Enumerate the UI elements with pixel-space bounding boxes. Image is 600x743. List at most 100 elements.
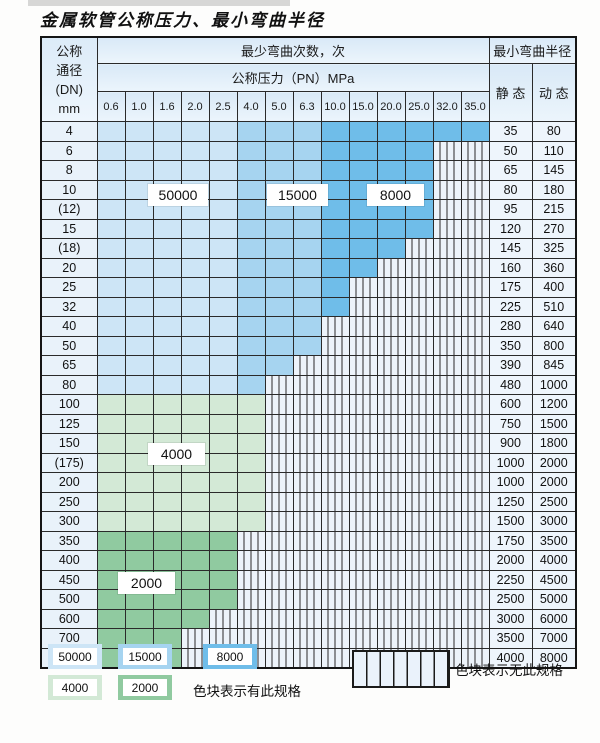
table-row: 25 175 400 bbox=[40, 277, 577, 298]
spec-available-cell bbox=[180, 491, 210, 512]
spec-available-cell bbox=[376, 160, 406, 181]
spec-available-cell bbox=[124, 218, 154, 239]
spec-unavailable-cell bbox=[376, 335, 406, 356]
spec-available-cell bbox=[236, 413, 266, 434]
spec-unavailable-cell bbox=[348, 491, 378, 512]
spec-unavailable-cell bbox=[236, 589, 266, 610]
pn-value: 1.0 bbox=[124, 91, 154, 122]
spec-available-cell bbox=[96, 589, 126, 610]
dynamic-radius-cell: 7000 bbox=[531, 628, 577, 649]
spec-available-cell bbox=[404, 160, 434, 181]
spec-unavailable-cell bbox=[432, 589, 462, 610]
spec-available-cell bbox=[348, 160, 378, 181]
spec-unavailable-cell bbox=[432, 491, 462, 512]
spec-unavailable-cell bbox=[460, 472, 490, 493]
spec-available-cell bbox=[208, 238, 238, 259]
spec-unavailable-cell bbox=[460, 179, 490, 200]
dn-header-line: mm bbox=[58, 100, 81, 116]
table-row: 600 3000 6000 bbox=[40, 608, 577, 629]
spec-available-cell bbox=[180, 569, 210, 590]
dynamic-radius-cell: 325 bbox=[531, 238, 577, 259]
pn-header: 公称压力（PN）MPa bbox=[96, 63, 490, 92]
spec-available-cell bbox=[96, 355, 126, 376]
dynamic-radius-cell: 1000 bbox=[531, 374, 577, 395]
spec-unavailable-cell bbox=[432, 394, 462, 415]
spec-available-cell bbox=[264, 218, 294, 239]
spec-available-cell bbox=[404, 218, 434, 239]
spec-unavailable-cell bbox=[292, 511, 322, 532]
spec-available-cell bbox=[180, 257, 210, 278]
spec-available-cell bbox=[124, 335, 154, 356]
spec-unavailable-cell bbox=[292, 530, 322, 551]
spec-available-cell bbox=[208, 355, 238, 376]
dn-cell: 50 bbox=[40, 335, 98, 356]
spec-available-cell bbox=[236, 277, 266, 298]
spec-available-cell bbox=[96, 530, 126, 551]
legend-no-spec-swatch bbox=[352, 650, 450, 688]
spec-available-cell bbox=[96, 218, 126, 239]
dynamic-radius-cell: 3000 bbox=[531, 511, 577, 532]
spec-available-cell bbox=[152, 238, 182, 259]
dynamic-radius-cell: 845 bbox=[531, 355, 577, 376]
spec-available-cell bbox=[292, 238, 322, 259]
spec-available-cell bbox=[180, 374, 210, 395]
table-row: 32 225 510 bbox=[40, 296, 577, 317]
static-radius-cell: 390 bbox=[488, 355, 533, 376]
spec-available-cell bbox=[180, 277, 210, 298]
spec-available-cell bbox=[264, 140, 294, 161]
dn-cell: 350 bbox=[40, 530, 98, 551]
spec-available-cell bbox=[96, 452, 126, 473]
spec-available-cell bbox=[124, 140, 154, 161]
spec-unavailable-cell bbox=[320, 569, 350, 590]
spec-available-cell bbox=[264, 316, 294, 337]
spec-unavailable-cell bbox=[208, 608, 238, 629]
spec-available-cell bbox=[96, 316, 126, 337]
spec-available-cell bbox=[236, 335, 266, 356]
spec-unavailable-cell bbox=[264, 628, 294, 649]
spec-unavailable-cell bbox=[432, 550, 462, 571]
spec-unavailable-cell bbox=[320, 316, 350, 337]
pn-values-row: 0.6 1.0 1.6 2.0 2.5 4.0 5.0 6.3 10.0 15.0 20.0 25.0… bbox=[41, 91, 576, 122]
spec-available-cell bbox=[180, 550, 210, 571]
spec-available-cell bbox=[404, 140, 434, 161]
spec-unavailable-cell bbox=[432, 238, 462, 259]
spec-unavailable-cell bbox=[180, 628, 210, 649]
spec-unavailable-cell bbox=[460, 257, 490, 278]
spec-available-cell bbox=[208, 179, 238, 200]
spec-available-cell bbox=[96, 179, 126, 200]
spec-unavailable-cell bbox=[376, 316, 406, 337]
spec-unavailable-cell bbox=[460, 491, 490, 512]
spec-unavailable-cell bbox=[348, 569, 378, 590]
spec-available-cell bbox=[208, 569, 238, 590]
legend-box-2000: 2000 bbox=[118, 675, 172, 700]
spec-available-cell bbox=[152, 355, 182, 376]
spec-unavailable-cell bbox=[236, 569, 266, 590]
static-radius-cell: 600 bbox=[488, 394, 533, 415]
table-row: 8 65 145 bbox=[40, 160, 577, 181]
dn-cell: 250 bbox=[40, 491, 98, 512]
static-radius-cell: 95 bbox=[488, 199, 533, 220]
spec-unavailable-cell bbox=[460, 238, 490, 259]
spec-unavailable-cell bbox=[348, 335, 378, 356]
dynamic-radius-cell: 1500 bbox=[531, 413, 577, 434]
spec-unavailable-cell bbox=[460, 569, 490, 590]
spec-available-cell bbox=[124, 550, 154, 571]
table-row: 250 1250 2500 bbox=[40, 491, 577, 512]
spec-unavailable-cell bbox=[236, 608, 266, 629]
spec-available-cell bbox=[152, 218, 182, 239]
spec-unavailable-cell bbox=[348, 589, 378, 610]
spec-unavailable-cell bbox=[320, 647, 350, 669]
spec-unavailable-cell bbox=[404, 472, 434, 493]
dn-cell: (12) bbox=[40, 199, 98, 220]
spec-available-cell bbox=[180, 160, 210, 181]
dynamic-radius-cell: 80 bbox=[531, 121, 577, 142]
page-title: 金属软管公称压力、最小弯曲半径 bbox=[40, 11, 325, 31]
dn-cell: 80 bbox=[40, 374, 98, 395]
table-row: 300 1500 3000 bbox=[40, 511, 577, 532]
spec-available-cell bbox=[96, 511, 126, 532]
legend-box-15000: 15000 bbox=[118, 644, 172, 669]
spec-unavailable-cell bbox=[236, 628, 266, 649]
spec-unavailable-cell bbox=[320, 589, 350, 610]
spec-unavailable-cell bbox=[348, 550, 378, 571]
spec-unavailable-cell bbox=[292, 608, 322, 629]
